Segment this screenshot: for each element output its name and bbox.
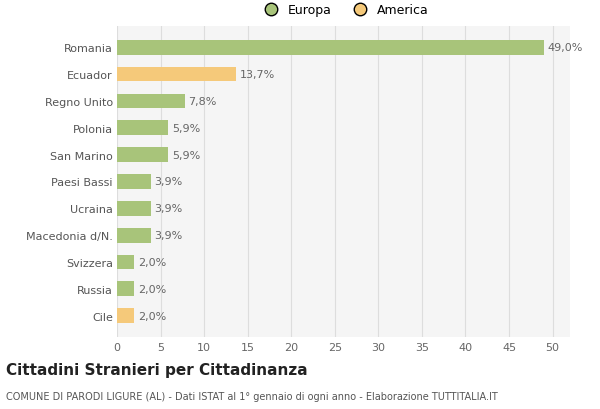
Bar bbox=[117, 41, 544, 56]
Text: 2,0%: 2,0% bbox=[138, 311, 166, 321]
Text: 2,0%: 2,0% bbox=[138, 257, 166, 267]
Legend: Europa, America: Europa, America bbox=[256, 2, 431, 20]
Text: 3,9%: 3,9% bbox=[154, 177, 183, 187]
Bar bbox=[117, 94, 185, 109]
Text: 3,9%: 3,9% bbox=[154, 231, 183, 240]
Text: 13,7%: 13,7% bbox=[240, 70, 275, 80]
Text: COMUNE DI PARODI LIGURE (AL) - Dati ISTAT al 1° gennaio di ogni anno - Elaborazi: COMUNE DI PARODI LIGURE (AL) - Dati ISTA… bbox=[6, 391, 498, 400]
Bar bbox=[117, 201, 151, 216]
Bar bbox=[117, 121, 169, 136]
Bar bbox=[117, 175, 151, 189]
Text: 5,9%: 5,9% bbox=[172, 150, 200, 160]
Text: Cittadini Stranieri per Cittadinanza: Cittadini Stranieri per Cittadinanza bbox=[6, 362, 308, 377]
Bar bbox=[117, 67, 236, 82]
Text: 2,0%: 2,0% bbox=[138, 284, 166, 294]
Bar bbox=[117, 228, 151, 243]
Text: 5,9%: 5,9% bbox=[172, 124, 200, 133]
Bar bbox=[117, 148, 169, 163]
Text: 7,8%: 7,8% bbox=[188, 97, 217, 107]
Bar bbox=[117, 282, 134, 297]
Text: 3,9%: 3,9% bbox=[154, 204, 183, 214]
Bar bbox=[117, 255, 134, 270]
Text: 49,0%: 49,0% bbox=[547, 43, 583, 53]
Bar bbox=[117, 308, 134, 323]
